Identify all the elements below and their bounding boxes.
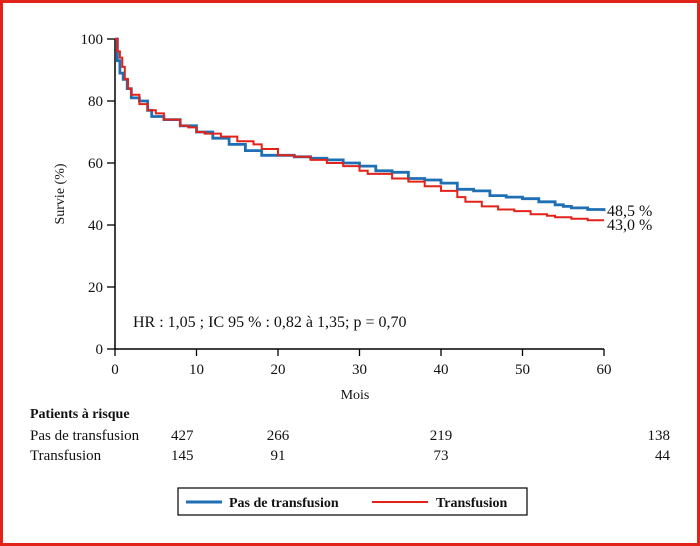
series-line-transfusion (115, 38, 604, 222)
at-risk-row-label: Transfusion (30, 448, 102, 464)
x-tick-label: 10 (189, 362, 204, 378)
x-tick-label: 20 (271, 362, 286, 378)
x-tick-label: 50 (515, 362, 530, 378)
at-risk-title: Patients à risque (30, 407, 130, 422)
at-risk-value: 91 (271, 448, 286, 464)
y-axis-title: Survie (%) (53, 163, 68, 224)
y-tick-label: 0 (96, 342, 104, 358)
y-tick-label: 100 (81, 32, 104, 48)
x-tick-label: 60 (597, 362, 612, 378)
at-risk-value: 266 (267, 428, 290, 444)
at-risk-value: 219 (430, 428, 453, 444)
legend-box (177, 487, 528, 516)
at-risk-value: 138 (648, 428, 671, 444)
y-tick-label: 80 (88, 94, 103, 110)
at-risk-value: 145 (171, 448, 194, 464)
x-tick-label: 40 (434, 362, 449, 378)
end-label-pas-de-transfusion: 48,5 % (607, 203, 652, 220)
stats-annotation: HR : 1,05 ; IC 95 % : 0,82 à 1,35; p = 0… (133, 314, 406, 331)
at-risk-value: 44 (655, 448, 671, 464)
end-label-transfusion: 43,0 % (607, 217, 652, 234)
y-tick-label: 60 (88, 156, 103, 172)
y-tick-label: 40 (88, 218, 103, 234)
x-axis-title: Mois (341, 388, 370, 403)
at-risk-row-label: Pas de transfusion (30, 428, 140, 444)
at-risk-value: 73 (434, 448, 449, 464)
legend-label-transfusion: Transfusion (436, 496, 508, 511)
legend-label-pas-de-transfusion: Pas de transfusion (229, 496, 339, 511)
x-tick-label: 30 (352, 362, 367, 378)
x-tick-label: 0 (111, 362, 119, 378)
at-risk-value: 427 (171, 428, 194, 444)
y-tick-label: 20 (88, 280, 103, 296)
